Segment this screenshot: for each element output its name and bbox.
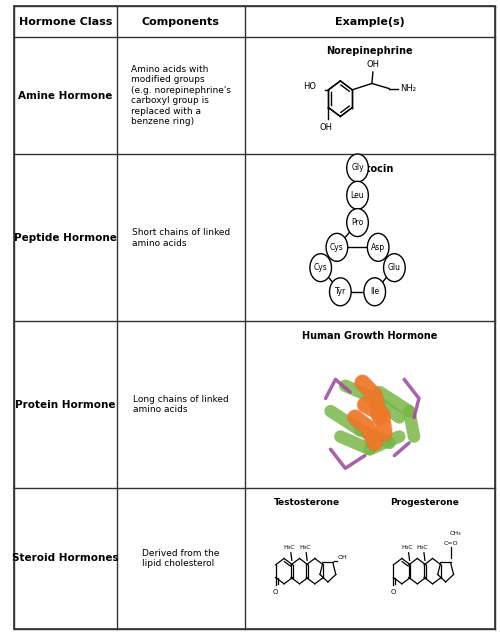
Text: OH: OH <box>338 556 347 560</box>
Text: H₃C: H₃C <box>299 545 310 550</box>
Text: Protein Hormone: Protein Hormone <box>15 400 116 410</box>
Text: Amine Hormone: Amine Hormone <box>18 91 112 100</box>
Text: CH₃: CH₃ <box>450 531 462 535</box>
Text: Components: Components <box>142 17 220 27</box>
Circle shape <box>346 182 368 210</box>
Text: Human Growth Hormone: Human Growth Hormone <box>302 331 438 341</box>
Circle shape <box>364 278 386 306</box>
Text: Testosterone: Testosterone <box>274 498 340 507</box>
Text: Ile: Ile <box>370 287 380 297</box>
Text: H₃C: H₃C <box>402 545 413 550</box>
Text: Pro: Pro <box>352 218 364 227</box>
Text: Derived from the
lipid cholesterol: Derived from the lipid cholesterol <box>142 549 220 568</box>
Text: O: O <box>390 589 396 595</box>
Text: Steroid Hormones: Steroid Hormones <box>12 554 118 563</box>
Text: Short chains of linked
amino acids: Short chains of linked amino acids <box>132 228 230 248</box>
Text: O: O <box>273 589 278 595</box>
Circle shape <box>346 154 368 182</box>
Text: OH: OH <box>366 60 380 69</box>
Circle shape <box>326 234 347 262</box>
Text: Tyr: Tyr <box>334 287 346 297</box>
Text: OH: OH <box>320 123 332 133</box>
Text: HO: HO <box>303 82 316 91</box>
Text: Asp: Asp <box>371 243 385 252</box>
Text: NH₂: NH₂ <box>400 84 416 93</box>
Text: C=O: C=O <box>443 541 458 545</box>
Text: Cys: Cys <box>314 263 328 272</box>
Text: Hormone Class: Hormone Class <box>18 17 112 27</box>
Text: Peptide Hormone: Peptide Hormone <box>14 233 117 243</box>
Circle shape <box>384 254 405 282</box>
Circle shape <box>330 278 351 306</box>
Text: H₃C: H₃C <box>416 545 428 550</box>
Text: Cys: Cys <box>330 243 344 252</box>
Text: H₃C: H₃C <box>284 545 295 550</box>
Text: Example(s): Example(s) <box>335 17 404 27</box>
Text: Gly: Gly <box>351 163 364 173</box>
Text: Progesterone: Progesterone <box>390 498 460 507</box>
Text: Leu: Leu <box>350 190 364 200</box>
Circle shape <box>368 234 389 262</box>
Text: Oxytocin: Oxytocin <box>346 164 394 174</box>
Circle shape <box>310 254 332 282</box>
Text: Glu: Glu <box>388 263 401 272</box>
Text: Long chains of linked
amino acids: Long chains of linked amino acids <box>133 395 228 415</box>
Text: Amino acids with
modified groups
(e.g. norepinephrine's
carboxyl group is
replac: Amino acids with modified groups (e.g. n… <box>130 65 230 126</box>
Text: Norepinephrine: Norepinephrine <box>326 46 413 57</box>
Circle shape <box>346 209 368 237</box>
